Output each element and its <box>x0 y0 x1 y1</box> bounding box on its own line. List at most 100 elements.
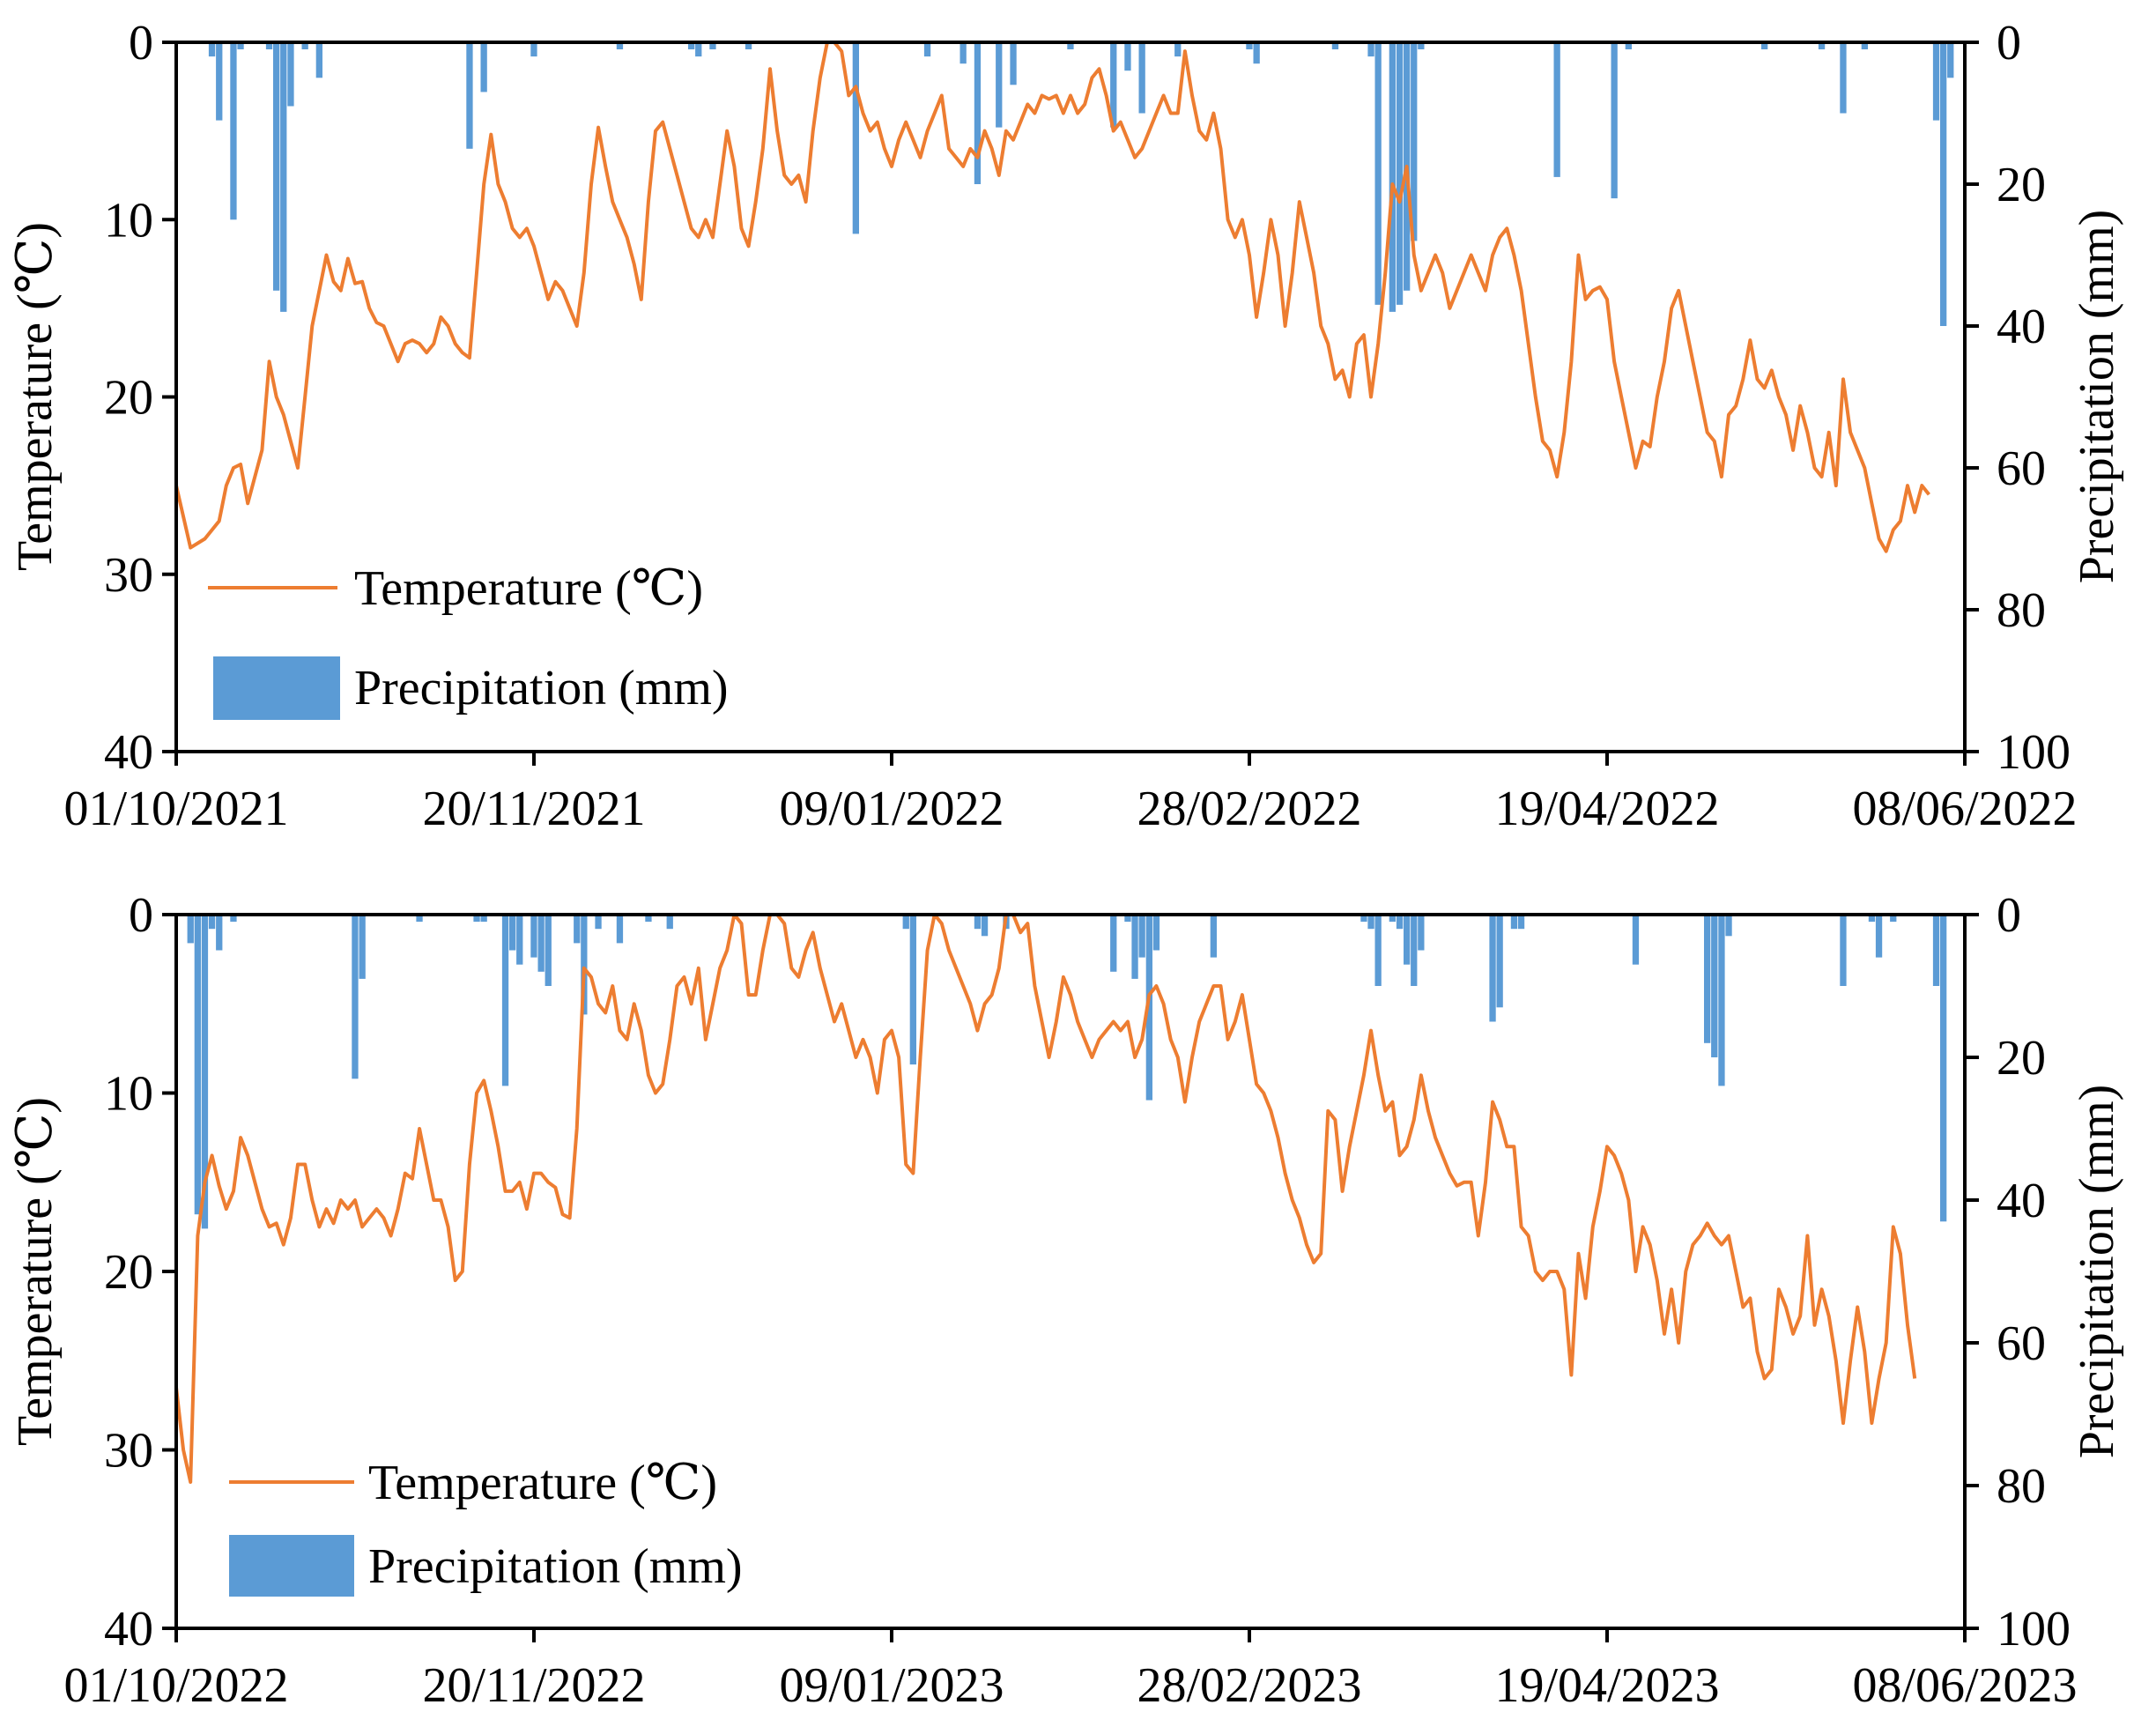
panel-2021-2022: 01/10/2021 20/11/2021 09/01/2022 28/02/2022… <box>8 16 2124 836</box>
precipitation-bar <box>981 915 989 937</box>
precipitation-bar <box>315 42 322 78</box>
precipitation-bar <box>1890 915 1897 923</box>
legend-precipitation-label: Precipitation (mm) <box>354 661 729 715</box>
precipitation-bar <box>996 42 1003 128</box>
precipitation-bar <box>688 42 695 49</box>
precipitation-bar <box>359 915 366 979</box>
precipitation-bar <box>530 915 537 958</box>
legend-precipitation-swatch <box>229 1535 354 1597</box>
precipitation-bar <box>237 42 244 49</box>
precipitation-bar <box>1704 915 1711 1043</box>
precipitation-bar <box>1152 915 1160 951</box>
precipitation-bar <box>501 915 509 1086</box>
left-axis-title-2021-2022: Temperature (℃) <box>8 222 63 571</box>
precipitation-bar <box>1861 42 1868 49</box>
precipitation-bar <box>1331 42 1339 49</box>
right-y-tick-label: 80 <box>1997 583 2046 638</box>
precipitation-bar <box>1940 915 1947 1222</box>
precipitation-bar <box>1396 42 1404 305</box>
right-y-tick-label: 60 <box>1997 441 2046 496</box>
precipitation-bar <box>1418 42 1425 49</box>
precipitation-bar <box>666 915 673 930</box>
left-y-tick-label: 20 <box>104 371 153 426</box>
precipitation-bar <box>1374 42 1382 305</box>
x-tick-label: 19/04/2023 <box>1494 1658 1719 1713</box>
precipitation-bar <box>1246 42 1253 49</box>
precipitation-bar <box>745 42 752 49</box>
precipitation-bar <box>909 915 916 1065</box>
precipitation-bar <box>1510 915 1518 930</box>
precipitation-bar <box>595 915 602 930</box>
right-y-tick-label: 20 <box>1997 1031 2046 1086</box>
x-tick-label: 20/11/2022 <box>422 1658 645 1713</box>
precipitation-bar <box>695 42 702 57</box>
x-tick-label: 09/01/2023 <box>779 1658 1004 1713</box>
x-ticks-2021-2022: 01/10/2021 20/11/2021 09/01/2022 28/02/2022… <box>63 752 2078 836</box>
precipitation-bar <box>230 915 237 923</box>
left-y-tick-label: 30 <box>104 1424 153 1479</box>
precipitation-bar <box>480 42 487 93</box>
x-tick-label: 01/10/2021 <box>63 782 288 836</box>
temperature-line-2021-2022 <box>174 41 1930 553</box>
right-y-tick-label: 100 <box>1997 725 2071 780</box>
precipitation-bar <box>1553 42 1560 177</box>
left-y-tick-label: 10 <box>104 1067 153 1122</box>
left-y-tick-label: 30 <box>104 548 153 603</box>
right-y-ticks-2022-2023: 0 20 40 60 80 100 <box>1965 888 2071 1657</box>
precipitation-bar <box>1396 915 1404 930</box>
precipitation-bar <box>1010 42 1017 85</box>
precipitation-bar <box>974 42 982 184</box>
left-y-tick-label: 40 <box>104 1602 153 1657</box>
x-tick-label: 08/06/2022 <box>1852 782 2077 836</box>
left-y-ticks-2022-2023: 0 10 20 30 40 <box>104 888 176 1657</box>
precipitation-bar <box>480 915 487 923</box>
precipitation-bar <box>1367 42 1374 57</box>
precipitation-bar <box>923 42 931 57</box>
precipitation-bar <box>852 42 859 234</box>
precipitation-bar <box>352 915 359 1079</box>
precipitation-bar <box>201 915 209 1229</box>
precipitation-bar <box>1411 915 1418 986</box>
legend-precipitation-swatch <box>213 656 340 720</box>
precipitation-bar <box>1840 915 1847 986</box>
left-y-ticks-2021-2022: 0 10 20 30 40 <box>104 16 176 780</box>
precipitation-bar <box>1625 42 1632 49</box>
right-y-tick-label: 0 <box>1997 888 2021 943</box>
precipitation-bar <box>1840 42 1847 114</box>
precipitation-bar <box>616 915 624 944</box>
precipitation-bar <box>473 915 480 923</box>
precipitation-bar <box>194 915 201 1215</box>
precipitation-bar <box>1124 42 1131 71</box>
right-y-tick-label: 20 <box>1997 158 2046 212</box>
right-axis-title-2021-2022: Precipitation (mm) <box>2070 210 2124 584</box>
left-y-tick-label: 0 <box>129 888 153 943</box>
panel-2022-2023: 01/10/2022 20/11/2022 09/01/2023 28/02/2023… <box>8 888 2124 1713</box>
precipitation-bar <box>709 42 716 49</box>
precipitation-bar <box>974 915 982 930</box>
precipitation-bar <box>216 42 223 121</box>
precipitation-bar <box>230 42 237 220</box>
legend-temperature-label: Temperature (℃) <box>368 1456 717 1510</box>
precipitation-bar <box>1067 42 1074 49</box>
right-y-tick-label: 60 <box>1997 1316 2046 1371</box>
precipitation-bar <box>1875 915 1883 958</box>
precipitation-bar <box>1496 915 1503 1008</box>
x-tick-label: 08/06/2023 <box>1852 1658 2077 1713</box>
legend-temperature-label: Temperature (℃) <box>354 561 703 616</box>
precipitation-bar <box>1718 915 1725 1086</box>
precipitation-bar <box>1138 915 1145 958</box>
left-y-tick-label: 20 <box>104 1245 153 1300</box>
x-ticks-2022-2023: 01/10/2022 20/11/2022 09/01/2023 28/02/2023… <box>63 1628 2078 1713</box>
precipitation-bars-2021-2022 <box>208 42 1954 326</box>
legend-2021-2022: Temperature (℃) Precipitation (mm) <box>208 561 729 720</box>
precipitation-bar <box>1389 915 1396 923</box>
precipitation-bars-2022-2023 <box>187 915 1947 1229</box>
precipitation-bar <box>902 915 909 930</box>
precipitation-bar <box>187 915 194 944</box>
legend-precipitation-label: Precipitation (mm) <box>368 1539 743 1594</box>
precipitation-bar <box>265 42 273 49</box>
precipitation-bar <box>1761 42 1768 49</box>
precipitation-bar <box>1517 915 1525 930</box>
precipitation-bar <box>1145 915 1152 1101</box>
precipitation-bar <box>416 915 423 923</box>
